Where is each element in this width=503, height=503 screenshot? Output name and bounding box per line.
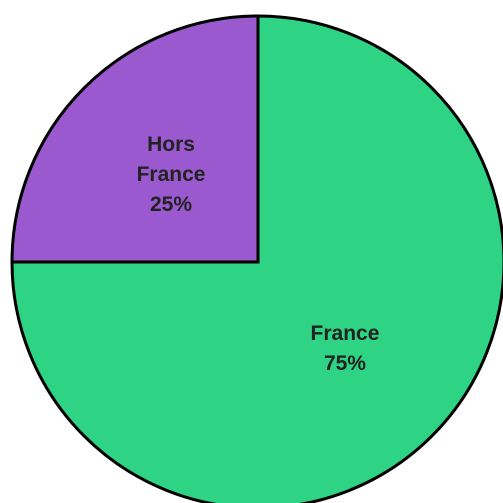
category-label: France	[310, 321, 380, 345]
pie-slice	[10, 14, 503, 503]
pie-slice	[10, 14, 260, 264]
slice-label: Hors France 25%	[116, 130, 226, 220]
slice-label: France 75%	[290, 319, 400, 379]
value-label: 25%	[150, 193, 193, 217]
value-label: 75%	[323, 351, 366, 375]
category-label: Hors France	[136, 133, 206, 187]
